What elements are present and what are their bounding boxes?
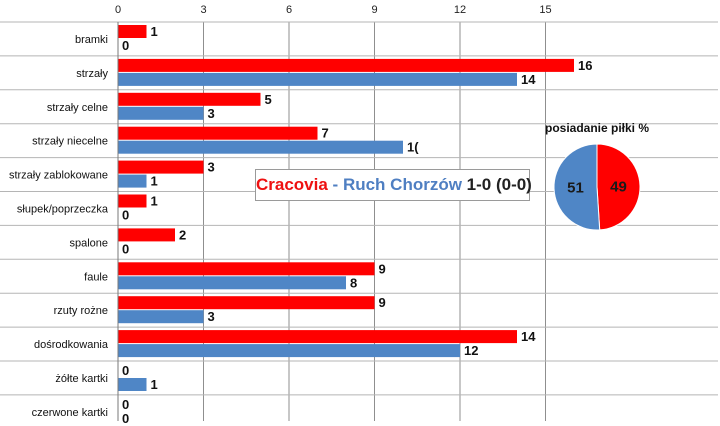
cracovia-value-label-faule: 9: [379, 261, 386, 276]
pie-slice-ruch: [553, 143, 601, 231]
cracovia-bar-strzaly-zablokowane: [118, 160, 204, 174]
category-label-strzaly: strzały: [76, 68, 108, 80]
category-label-strzaly-zablokowane: strzały zablokowane: [9, 170, 108, 182]
ruch-value-label-czerwone-kartki: 0: [122, 411, 129, 426]
category-label-dosrodkowania: dośrodkowania: [34, 339, 109, 351]
cracovia-value-label-slupek-poprzeczka: 1: [151, 194, 158, 209]
category-label-slupek-poprzeczka: słupek/poprzeczka: [17, 203, 109, 215]
cracovia-value-label-strzaly-celne: 5: [265, 92, 272, 107]
ruch-bar-strzaly-celne: [118, 106, 204, 120]
ruch-value-label-strzaly: 14: [521, 72, 536, 87]
category-label-strzaly-niecelne: strzały niecelne: [32, 136, 108, 148]
cracovia-value-label-bramki: 1: [151, 24, 158, 39]
ruch-value-label-strzaly-niecelne: 1(: [407, 140, 419, 155]
scoreline-dash: -: [327, 175, 343, 194]
match-result: 1-0 (0-0): [461, 175, 532, 194]
category-label-strzaly-celne: strzały celne: [47, 102, 108, 114]
ruch-bar-strzaly-zablokowane: [118, 174, 147, 188]
x-tick-label-6: 6: [286, 4, 292, 16]
ruch-bar-zolte-kartki: [118, 378, 147, 391]
cracovia-value-label-rzuty-rozne: 9: [379, 295, 386, 310]
cracovia-bar-strzaly-celne: [118, 92, 261, 106]
cracovia-value-label-spalone: 2: [179, 227, 186, 242]
ruch-bar-rzuty-rozne: [118, 310, 204, 324]
ruch-value-label-faule: 8: [350, 275, 357, 290]
x-tick-label-9: 9: [371, 4, 377, 16]
cracovia-bar-strzaly: [118, 58, 574, 72]
pie-slice-cracovia: [596, 143, 641, 231]
x-tick-label-0: 0: [115, 4, 121, 16]
ruch-bar-faule: [118, 276, 346, 290]
ruch-bar-strzaly: [118, 72, 517, 86]
cracovia-value-label-dosrodkowania: 14: [521, 329, 536, 344]
cracovia-bar-rzuty-rozne: [118, 296, 375, 310]
ruch-value-label-slupek-poprzeczka: 0: [122, 208, 129, 223]
x-tick-label-3: 3: [200, 4, 206, 16]
scoreline-box: Cracovia - Ruch Chorzów 1-0 (0-0): [255, 169, 532, 201]
cracovia-bar-bramki: [118, 25, 147, 38]
cracovia-bar-dosrodkowania: [118, 330, 517, 344]
home-team-name: Cracovia: [256, 175, 328, 194]
ruch-bar-strzaly-niecelne: [118, 140, 403, 154]
ruch-value-label-rzuty-rozne: 3: [208, 309, 215, 324]
ruch-value-label-dosrodkowania: 12: [464, 343, 478, 358]
ruch-value-label-spalone: 0: [122, 241, 129, 256]
cracovia-bar-faule: [118, 262, 375, 276]
category-label-zolte-kartki: żółte kartki: [55, 373, 108, 385]
cracovia-value-label-czerwone-kartki: 0: [122, 397, 129, 412]
cracovia-value-label-zolte-kartki: 0: [122, 363, 129, 378]
pie-title: posiadanie piłki %: [545, 121, 649, 135]
ruch-value-label-strzaly-zablokowane: 1: [151, 174, 158, 189]
category-label-faule: faule: [84, 271, 108, 283]
ruch-bar-dosrodkowania: [118, 344, 460, 358]
category-label-rzuty-rozne: rzuty rożne: [54, 305, 108, 317]
cracovia-value-label-strzaly-zablokowane: 3: [208, 160, 215, 175]
x-tick-label-15: 15: [539, 4, 551, 16]
away-team-name: Ruch Chorzów: [342, 175, 462, 194]
x-tick-label-12: 12: [454, 4, 466, 16]
ruch-value-label-zolte-kartki: 1: [151, 377, 158, 392]
category-label-czerwone-kartki: czerwone kartki: [32, 407, 108, 419]
category-label-bramki: bramki: [75, 34, 108, 46]
ruch-value-label-strzaly-celne: 3: [208, 106, 215, 121]
category-label-spalone: spalone: [69, 237, 108, 249]
possession-pie: 49 51 posiadanie piłki %: [545, 121, 649, 231]
pie-label-ruch: 51: [567, 180, 584, 197]
cracovia-value-label-strzaly-niecelne: 7: [322, 126, 329, 141]
cracovia-value-label-strzaly: 16: [578, 58, 592, 73]
cracovia-bar-strzaly-niecelne: [118, 126, 318, 140]
cracovia-bar-spalone: [118, 228, 175, 242]
cracovia-bar-slupek-poprzeczka: [118, 194, 147, 208]
ruch-value-label-bramki: 0: [122, 38, 129, 53]
pie-label-cracovia: 49: [610, 178, 627, 195]
